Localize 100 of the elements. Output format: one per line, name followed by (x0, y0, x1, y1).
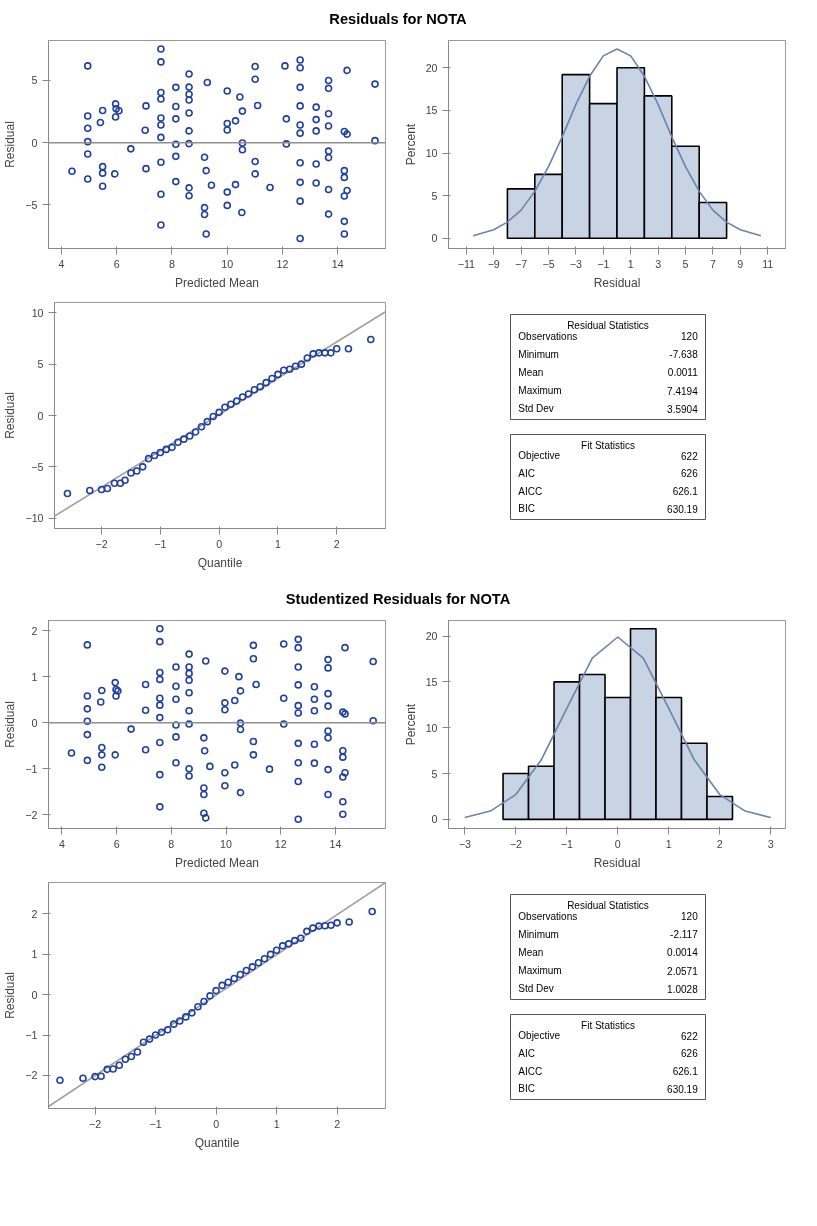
text: 630.19 (667, 1083, 698, 1095)
text: 626.1 (672, 486, 698, 498)
text: 1.0028 (667, 983, 698, 995)
point (327, 349, 335, 357)
text: 3.5904 (667, 403, 698, 415)
category-label: AIC (518, 1047, 535, 1059)
x-tick-label: 1 (274, 537, 281, 550)
x-tick-label: 0 (216, 537, 223, 550)
category-label: Mean (518, 946, 544, 958)
x-tick-label: 5 (682, 257, 689, 270)
point (332, 344, 341, 353)
point (266, 950, 275, 959)
y-tick-label: 1 (31, 670, 38, 683)
y-tick-label: −1 (25, 1029, 38, 1042)
y-axis-title: Residual (3, 392, 18, 439)
x-tick-label: 11 (762, 257, 774, 270)
y-tick-label: 20 (425, 61, 438, 74)
point (151, 1031, 160, 1039)
point (303, 354, 312, 362)
x-tick-label: 3 (767, 837, 774, 850)
point (285, 365, 294, 374)
x-tick-label: 10 (220, 837, 233, 850)
point (197, 423, 206, 431)
point (157, 1028, 166, 1037)
x-axis-title: Predicted Mean (174, 855, 260, 870)
chart-title: Residuals for NOTA (329, 10, 468, 27)
point (260, 954, 269, 963)
line-series (472, 48, 762, 237)
y-axis-title: Residual (3, 972, 18, 1019)
point (321, 349, 329, 357)
point (144, 454, 153, 463)
text: 120 (681, 911, 698, 923)
y-tick-label: 5 (31, 74, 38, 87)
point (250, 386, 259, 394)
y-tick-label: 10 (31, 306, 44, 319)
x-axis-title: Quantile (194, 1135, 240, 1150)
y-axis-title: Residual (3, 701, 18, 748)
x-tick-label: 1 (665, 837, 672, 850)
x-axis-title: Quantile (197, 555, 243, 570)
point (180, 435, 188, 443)
text: Residual Statistics (567, 319, 649, 331)
text: 626 (681, 468, 698, 480)
point (279, 366, 288, 375)
point (162, 445, 171, 454)
point (168, 443, 176, 452)
point (188, 1009, 196, 1017)
y-tick-label: 10 (425, 721, 438, 734)
x-tick-label: 2 (333, 537, 340, 550)
y-tick-label: 0 (31, 988, 38, 1001)
text: 0.0014 (667, 947, 698, 959)
text: -2.117 (670, 929, 698, 941)
x-tick-label: −2 (509, 837, 522, 850)
point (103, 484, 112, 493)
category-label: Mean (518, 366, 544, 378)
category-label: BIC (518, 503, 535, 515)
x-tick-label: 4 (58, 837, 65, 850)
point (315, 349, 323, 357)
category-label: Minimum (518, 928, 559, 940)
point (297, 360, 306, 368)
x-tick-label: 0 (213, 1117, 220, 1130)
point (200, 997, 208, 1006)
point (191, 428, 200, 436)
x-tick-label: 8 (168, 837, 175, 850)
y-tick-label: −2 (25, 1069, 38, 1082)
x-tick-label: 9 (737, 257, 744, 270)
category-label: Maximum (518, 965, 562, 977)
category-label: Std Dev (518, 403, 554, 415)
point (272, 946, 281, 955)
point (127, 469, 135, 477)
y-axis-title: Residual (3, 121, 18, 168)
point (115, 1061, 124, 1070)
point (63, 489, 72, 498)
point (138, 463, 147, 471)
text: 626.1 (672, 1066, 698, 1078)
category-label: Maximum (518, 385, 562, 397)
point (254, 959, 263, 967)
x-tick-label: 12 (276, 257, 289, 270)
y-tick-label: −5 (31, 460, 44, 473)
point (103, 1065, 111, 1074)
x-axis-title: Residual (593, 855, 641, 870)
x-tick-label: −1 (149, 1117, 162, 1130)
point (203, 417, 212, 426)
text: 2.0571 (667, 965, 698, 977)
y-axis-title: Percent (403, 123, 418, 166)
y-tick-label: 10 (425, 147, 438, 160)
point (156, 448, 165, 457)
point (182, 1013, 190, 1021)
point (345, 918, 353, 926)
y-tick-label: 20 (425, 630, 438, 643)
x-tick-label: 2 (334, 1117, 341, 1130)
point (209, 412, 218, 421)
point (303, 927, 311, 936)
y-tick-label: 5 (431, 767, 438, 780)
x-tick-label: −7 (515, 257, 528, 270)
point (284, 940, 293, 948)
x-tick-label: −11 (457, 257, 476, 270)
x-tick-label: 14 (331, 257, 344, 270)
x-tick-label: 6 (113, 257, 120, 270)
text: 630.19 (667, 503, 698, 515)
y-tick-label: −10 (25, 512, 44, 525)
